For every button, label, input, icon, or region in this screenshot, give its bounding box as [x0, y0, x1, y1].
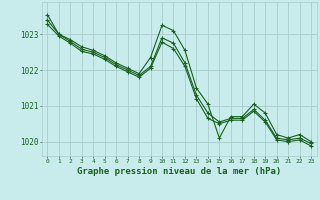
X-axis label: Graphe pression niveau de la mer (hPa): Graphe pression niveau de la mer (hPa)	[77, 167, 281, 176]
